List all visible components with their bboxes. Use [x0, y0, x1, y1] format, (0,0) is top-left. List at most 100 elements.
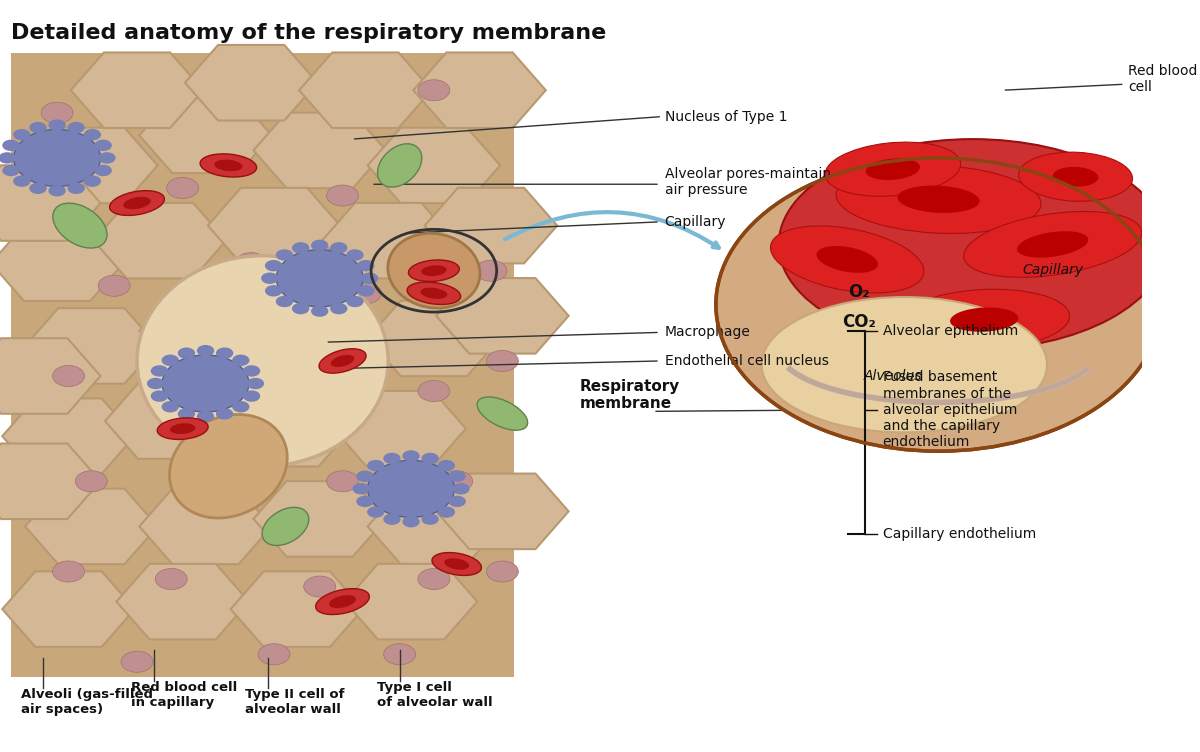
Circle shape	[13, 175, 30, 187]
Circle shape	[353, 483, 370, 495]
Text: Red blood cell
in capillary: Red blood cell in capillary	[131, 681, 238, 708]
Circle shape	[383, 453, 401, 464]
Text: Alveoli (gas-filled
air spaces): Alveoli (gas-filled air spaces)	[20, 688, 152, 716]
Polygon shape	[367, 489, 500, 564]
Text: Alveolar epithelium: Alveolar epithelium	[882, 324, 1018, 338]
Polygon shape	[253, 481, 386, 556]
Circle shape	[292, 303, 310, 314]
Circle shape	[330, 303, 348, 314]
Circle shape	[311, 240, 329, 251]
Circle shape	[178, 408, 196, 420]
Ellipse shape	[331, 355, 354, 367]
Text: Capillary: Capillary	[665, 215, 726, 229]
Ellipse shape	[1019, 152, 1133, 202]
Circle shape	[326, 185, 359, 206]
Circle shape	[438, 506, 455, 518]
Circle shape	[358, 285, 374, 296]
Text: Endothelial cell nucleus: Endothelial cell nucleus	[665, 354, 828, 368]
Circle shape	[486, 561, 518, 582]
Polygon shape	[367, 301, 500, 376]
Circle shape	[452, 483, 469, 495]
Circle shape	[13, 129, 30, 141]
Circle shape	[29, 183, 47, 194]
Polygon shape	[2, 399, 134, 474]
Circle shape	[258, 644, 290, 665]
Text: Nucleus of Type 1: Nucleus of Type 1	[665, 110, 787, 123]
Polygon shape	[25, 489, 157, 564]
Circle shape	[76, 471, 107, 492]
Ellipse shape	[329, 595, 356, 608]
Ellipse shape	[444, 558, 469, 570]
Text: Alveolus: Alveolus	[864, 368, 922, 383]
Polygon shape	[344, 564, 478, 639]
Text: O₂: O₂	[848, 283, 869, 301]
Ellipse shape	[408, 260, 460, 281]
Circle shape	[235, 253, 268, 274]
Circle shape	[162, 401, 179, 413]
Polygon shape	[367, 128, 500, 203]
Circle shape	[402, 516, 420, 527]
Circle shape	[276, 250, 364, 307]
Ellipse shape	[388, 233, 480, 308]
Polygon shape	[299, 53, 432, 128]
Ellipse shape	[169, 414, 287, 518]
Circle shape	[48, 120, 66, 131]
Polygon shape	[116, 564, 248, 639]
Ellipse shape	[137, 256, 389, 466]
Circle shape	[197, 411, 214, 422]
Ellipse shape	[899, 290, 1069, 350]
Ellipse shape	[1018, 231, 1088, 258]
Circle shape	[475, 260, 506, 281]
Circle shape	[144, 381, 176, 402]
Circle shape	[84, 175, 101, 187]
Text: Alveolar pores-maintain
air pressure: Alveolar pores-maintain air pressure	[665, 167, 830, 197]
Ellipse shape	[170, 423, 196, 434]
Circle shape	[95, 140, 112, 151]
Circle shape	[265, 260, 282, 271]
Circle shape	[53, 561, 84, 582]
Circle shape	[418, 80, 450, 101]
Circle shape	[13, 129, 101, 186]
Ellipse shape	[421, 265, 446, 276]
Circle shape	[418, 381, 450, 402]
Circle shape	[84, 129, 101, 141]
Polygon shape	[334, 391, 466, 466]
Ellipse shape	[200, 154, 257, 177]
Circle shape	[53, 365, 84, 387]
Circle shape	[151, 365, 168, 377]
Circle shape	[162, 354, 179, 366]
Circle shape	[421, 453, 439, 464]
Polygon shape	[106, 384, 238, 459]
Polygon shape	[230, 572, 364, 647]
Polygon shape	[185, 45, 318, 120]
Circle shape	[347, 249, 364, 261]
Ellipse shape	[53, 203, 107, 248]
Circle shape	[402, 450, 420, 462]
Polygon shape	[71, 53, 203, 128]
Circle shape	[356, 471, 373, 482]
Circle shape	[2, 140, 19, 151]
Circle shape	[347, 296, 364, 308]
Ellipse shape	[1052, 167, 1098, 186]
Circle shape	[440, 471, 473, 492]
Circle shape	[716, 158, 1162, 451]
Ellipse shape	[836, 165, 1042, 234]
Polygon shape	[253, 113, 386, 188]
Polygon shape	[436, 474, 569, 549]
Ellipse shape	[865, 159, 920, 180]
Circle shape	[48, 185, 66, 196]
Polygon shape	[0, 338, 101, 414]
Text: Type I cell
of alveolar wall: Type I cell of alveolar wall	[377, 681, 492, 708]
Circle shape	[276, 249, 293, 261]
Ellipse shape	[898, 186, 979, 213]
Circle shape	[178, 347, 196, 359]
Circle shape	[247, 378, 264, 390]
Circle shape	[242, 390, 260, 402]
Circle shape	[367, 459, 384, 472]
Polygon shape	[208, 188, 341, 263]
Text: Detailed anatomy of the respiratory membrane: Detailed anatomy of the respiratory memb…	[12, 23, 607, 43]
Circle shape	[361, 272, 378, 284]
Ellipse shape	[770, 226, 924, 293]
Circle shape	[216, 347, 233, 359]
Circle shape	[384, 644, 415, 665]
